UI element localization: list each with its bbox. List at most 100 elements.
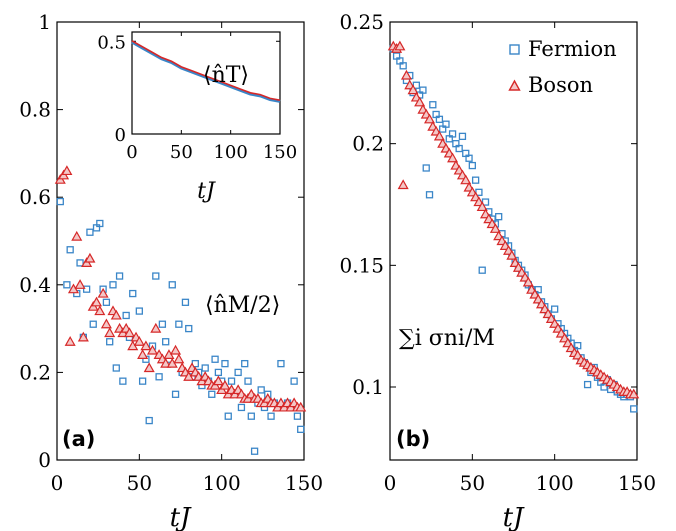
fermion-point: [168, 281, 176, 289]
boson-point: [133, 336, 145, 346]
boson-point: [173, 353, 185, 364]
x-tick-label: 100: [203, 471, 241, 495]
boson-point: [407, 84, 419, 95]
fermion-point: [422, 164, 430, 172]
fermion-point: [495, 213, 503, 221]
x-tick-label: 150: [285, 471, 323, 495]
fermion-point: [129, 289, 137, 298]
boson-point: [77, 331, 89, 342]
x-tick-label: 150: [263, 142, 297, 163]
fermion-point: [267, 412, 275, 420]
fermion-point: [96, 219, 104, 228]
panel-a-inset: 0 50 100 150 0 0.5 ⟨n̂T⟩ tJ: [97, 31, 297, 204]
boson-point: [170, 344, 182, 355]
panel-a-ticks: 0 50 100 150 0 0.2 0.4 0.6 0.8 1: [19, 10, 323, 495]
fermion-point: [290, 377, 298, 385]
fermion-point: [109, 281, 117, 289]
fermion-point: [82, 285, 91, 293]
fermion-point: [208, 390, 216, 398]
fermion-point: [234, 368, 242, 377]
boson-point: [295, 401, 307, 412]
fermion-point: [185, 324, 193, 333]
boson-point: [219, 379, 231, 390]
panel-a-frame: [56, 21, 305, 461]
boson-point: [110, 309, 122, 320]
fermion-point: [76, 259, 84, 267]
boson-point: [447, 152, 459, 163]
y-tick-label: 0.4: [19, 273, 51, 297]
fermion-point: [155, 373, 163, 381]
fermion-point: [66, 246, 74, 254]
panel-b-annotation: ∑i σni/M: [399, 326, 495, 351]
boson-point: [212, 375, 224, 386]
boson-point: [489, 223, 501, 233]
fermion-point: [247, 412, 255, 420]
inset-fermion-line: [131, 40, 281, 103]
fermion-point: [106, 338, 114, 346]
x-tick-label: 150: [618, 471, 656, 495]
boson-point: [394, 40, 406, 51]
boson-point: [476, 201, 488, 212]
x-tick-label: 0: [384, 471, 397, 495]
fermion-point: [583, 380, 592, 389]
fermion-point: [145, 416, 153, 425]
y-tick-label: 0.5: [97, 32, 126, 53]
fermion-point: [250, 447, 259, 455]
x-tick-label: 50: [127, 471, 152, 495]
legend-fermion-marker: [509, 44, 520, 55]
fermion-point: [478, 266, 486, 274]
boson-point: [100, 318, 112, 329]
boson-point: [160, 357, 172, 368]
fermion-point: [458, 132, 467, 141]
panel-b-points: [387, 40, 640, 413]
boson-point: [150, 322, 162, 333]
boson-point: [522, 276, 534, 287]
boson-point: [74, 279, 86, 289]
boson-point: [433, 130, 445, 141]
boson-point: [94, 305, 106, 316]
y-tick-label: 0.6: [19, 185, 51, 209]
panel-a-annotation: ⟨n̂M/2⟩: [205, 293, 280, 318]
fermion-point: [435, 115, 444, 123]
panel-b-label: (b): [396, 427, 430, 451]
boson-point: [84, 252, 96, 263]
boson-point: [143, 362, 155, 373]
boson-point: [104, 327, 116, 338]
boson-point: [61, 165, 73, 176]
y-tick-label: 0.8: [19, 98, 51, 122]
fermion-point: [221, 359, 229, 368]
inset-frame: [131, 31, 281, 135]
fermion-point: [455, 144, 463, 153]
fermion-point: [399, 62, 407, 70]
fermion-point: [471, 176, 480, 184]
fermion-point: [448, 130, 457, 138]
fermion-point: [244, 377, 252, 385]
fermion-point: [89, 320, 97, 328]
fermion-point: [115, 272, 124, 280]
inset-ticks: 0 50 100 150 0 0.5: [97, 32, 297, 163]
boson-point: [146, 344, 159, 355]
panel-b-frame: [389, 21, 638, 461]
x-tick-label: 50: [460, 471, 485, 495]
boson-point: [414, 96, 426, 107]
y-tick-label: 0.2: [352, 132, 384, 156]
y-tick-label: 0.15: [339, 253, 384, 277]
fermion-point: [227, 377, 236, 385]
fermion-point: [56, 197, 64, 206]
fermion-point: [122, 311, 130, 320]
legend-boson-marker: [508, 79, 521, 91]
fermion-point: [425, 191, 434, 199]
fermion-point: [241, 359, 249, 368]
y-tick-label: 0: [115, 125, 126, 146]
fermion-point: [293, 412, 302, 420]
fermion-point: [158, 320, 167, 328]
y-tick-label: 0: [38, 448, 51, 472]
panel-b-ticks: 0 50 100 150 0.1 0.15 0.2 0.25: [339, 10, 656, 495]
fermion-point: [551, 305, 559, 313]
fermion-point: [181, 298, 190, 306]
boson-point: [137, 349, 149, 359]
fermion-point: [465, 154, 473, 162]
fermion-point: [171, 390, 180, 398]
fermion-point: [224, 412, 232, 420]
